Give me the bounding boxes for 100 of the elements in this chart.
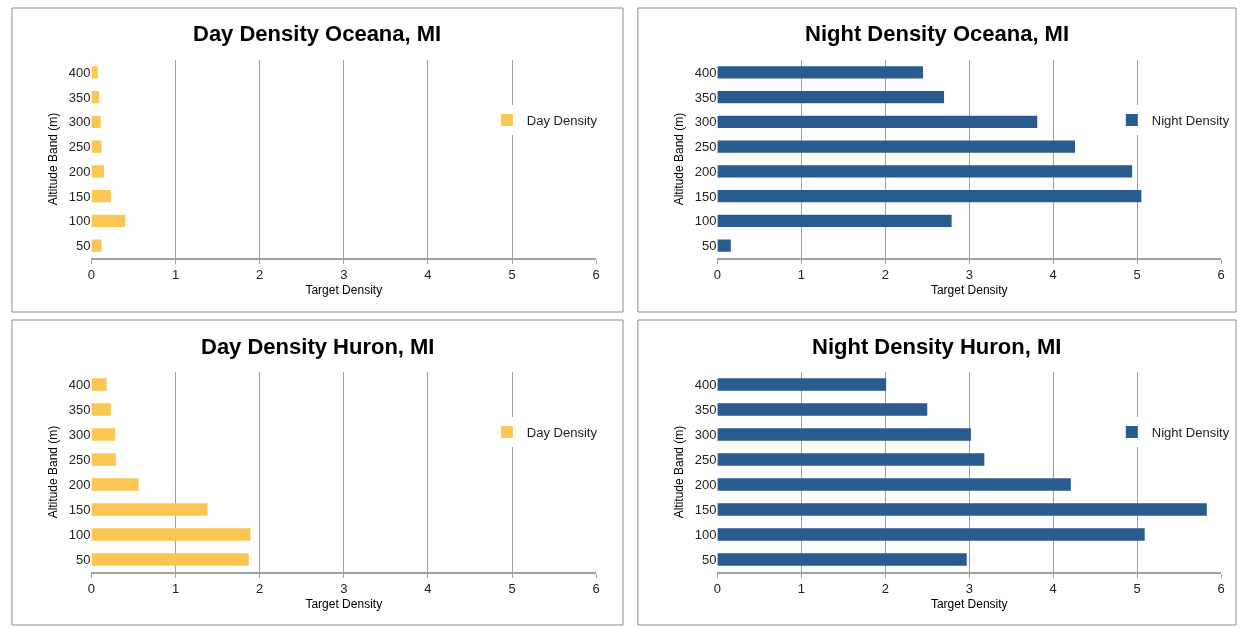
x-tick-label: 0 <box>713 267 721 283</box>
y-tick-label: 250 <box>68 452 91 468</box>
y-tick-label: 50 <box>75 238 91 254</box>
y-tick-label: 100 <box>68 527 91 543</box>
x-tick-label: 4 <box>1049 267 1057 283</box>
legend-label: Day Density <box>526 113 598 129</box>
x-tick-label: 3 <box>965 267 973 283</box>
x-tick-label: 4 <box>424 581 432 597</box>
y-tick-label: 400 <box>694 377 717 393</box>
y-tick-label: 400 <box>68 64 91 80</box>
y-tick-label: 300 <box>694 427 717 443</box>
bar <box>717 478 1071 491</box>
x-tick-label: 5 <box>508 267 516 283</box>
bar <box>91 503 208 516</box>
x-axis-title: Target Density <box>930 282 1008 297</box>
y-tick-label: 350 <box>694 402 717 418</box>
x-axis-title: Target Density <box>305 596 383 611</box>
bar <box>717 503 1207 516</box>
x-tick-label: 3 <box>340 581 348 597</box>
bar <box>717 165 1133 178</box>
chart-title: Day Density Huron, MI <box>201 334 435 359</box>
y-axis-title: Altitude Band (m) <box>671 425 686 519</box>
x-tick-label: 3 <box>340 267 348 283</box>
y-tick-label: 300 <box>68 114 91 130</box>
bar <box>717 239 731 252</box>
y-tick-label: 300 <box>68 427 91 443</box>
x-tick-label: 6 <box>592 581 600 597</box>
y-tick-label: 300 <box>694 114 717 130</box>
bar <box>91 428 115 441</box>
y-tick-label: 250 <box>694 139 717 155</box>
y-axis-title: Altitude Band (m) <box>671 112 686 206</box>
x-tick-label: 1 <box>171 267 180 283</box>
y-tick-label: 100 <box>694 213 717 229</box>
y-tick-label: 200 <box>68 477 91 493</box>
x-tick-label: 4 <box>424 267 432 283</box>
x-tick-label: 6 <box>1217 267 1225 283</box>
legend-label: Day Density <box>526 425 598 441</box>
chart-title: Night Density Oceana, MI <box>805 21 1070 46</box>
bar <box>717 189 1142 203</box>
bar <box>91 378 107 391</box>
bar <box>717 90 945 104</box>
x-tick-label: 0 <box>713 581 721 597</box>
bar <box>717 140 1076 153</box>
x-tick-label: 5 <box>1133 581 1141 597</box>
bar <box>717 428 971 441</box>
x-tick-label: 0 <box>87 581 96 597</box>
y-tick-label: 150 <box>68 502 91 518</box>
y-tick-label: 350 <box>68 89 91 105</box>
y-tick-label: 200 <box>694 477 717 493</box>
bar <box>91 403 111 416</box>
bar <box>717 453 985 466</box>
bar <box>91 453 116 466</box>
bar <box>717 378 887 391</box>
x-tick-label: 3 <box>965 581 973 597</box>
x-tick-label: 6 <box>592 267 600 283</box>
x-axis-title: Target Density <box>305 282 383 297</box>
x-tick-label: 2 <box>881 581 889 597</box>
y-tick-label: 150 <box>68 188 91 204</box>
x-tick-label: 2 <box>256 581 264 597</box>
chart-title: Day Density Oceana, MI <box>193 21 442 46</box>
y-tick-label: 250 <box>694 452 717 468</box>
bar <box>91 553 249 566</box>
y-tick-label: 200 <box>68 163 91 179</box>
bar <box>91 528 251 541</box>
x-tick-label: 2 <box>881 267 889 283</box>
y-tick-label: 100 <box>68 213 91 229</box>
x-tick-label: 2 <box>256 267 264 283</box>
x-tick-label: 4 <box>1049 581 1057 597</box>
y-tick-label: 50 <box>701 552 717 568</box>
x-tick-label: 5 <box>508 581 516 597</box>
y-tick-label: 400 <box>694 64 717 80</box>
y-tick-label: 100 <box>694 527 717 543</box>
x-tick-label: 1 <box>797 581 805 597</box>
bar <box>717 553 967 566</box>
x-tick-label: 0 <box>87 267 96 283</box>
legend-label: Night Density <box>1151 425 1230 441</box>
bar <box>717 66 924 79</box>
x-axis-title: Target Density <box>930 596 1008 611</box>
y-axis-title: Altitude Band (m) <box>46 425 61 519</box>
x-tick-label: 1 <box>171 581 180 597</box>
legend-label: Night Density <box>1151 113 1230 129</box>
y-tick-label: 250 <box>68 139 91 155</box>
y-tick-label: 400 <box>68 377 91 393</box>
bar <box>717 214 952 228</box>
x-tick-label: 1 <box>797 267 805 283</box>
y-tick-label: 350 <box>694 89 717 105</box>
y-tick-label: 50 <box>701 238 717 254</box>
y-axis-title: Altitude Band (m) <box>46 112 61 206</box>
chart-title: Night Density Huron, MI <box>812 334 1062 359</box>
y-tick-label: 150 <box>694 502 717 518</box>
bar <box>717 403 928 416</box>
x-tick-label: 5 <box>1133 267 1141 283</box>
x-tick-label: 6 <box>1217 581 1225 597</box>
bar <box>717 528 1145 541</box>
bar <box>91 478 139 491</box>
y-tick-label: 200 <box>694 163 717 179</box>
y-tick-label: 150 <box>694 188 717 204</box>
bar <box>717 115 1038 129</box>
y-tick-label: 50 <box>75 552 91 568</box>
y-tick-label: 350 <box>68 402 91 418</box>
